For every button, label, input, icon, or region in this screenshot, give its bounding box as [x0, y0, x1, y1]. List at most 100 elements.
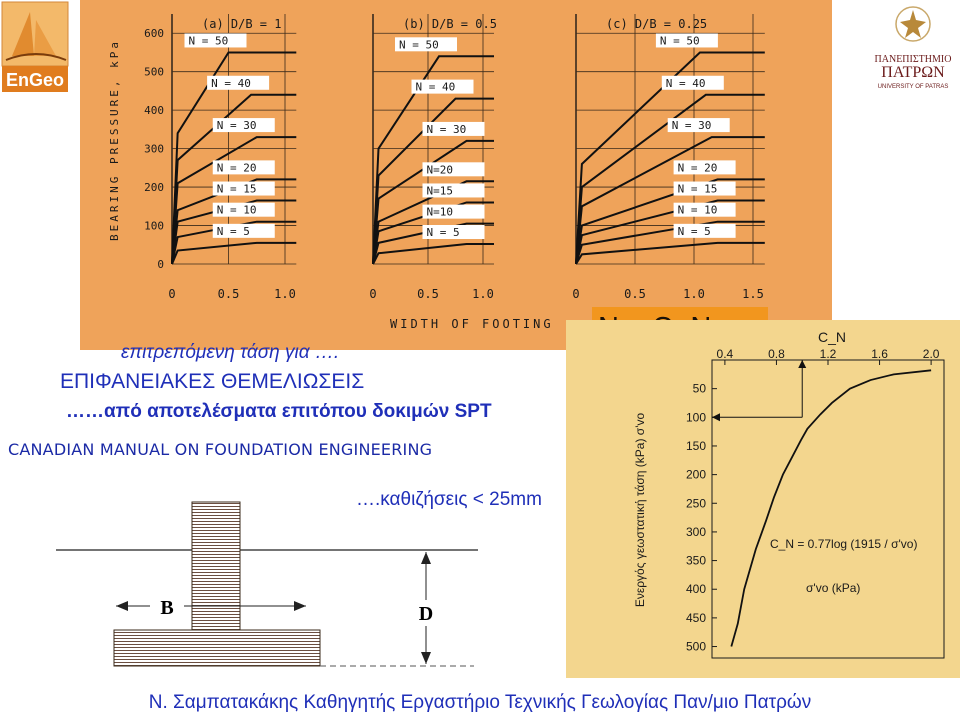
- label-b: B: [160, 597, 173, 619]
- y-tick-label: 500: [686, 640, 706, 654]
- series-label: N = 50: [660, 34, 700, 47]
- series-label: N = 10: [678, 204, 718, 217]
- series-label-bg: [422, 204, 485, 219]
- series-label: N = 20: [217, 161, 257, 174]
- y-tick-label: 100: [686, 410, 706, 424]
- panel-title: (b) D/B = 0.5: [403, 17, 497, 31]
- footer-credit: Ν. Σαμπατακάκης Καθηγητής Εργαστήριο Τεχ…: [148, 692, 812, 713]
- y-tick-label: 50: [693, 382, 707, 396]
- reference-arrow: [712, 413, 720, 422]
- series-label-bg: [667, 118, 730, 133]
- series-label: N = 30: [672, 119, 712, 132]
- series-label-bg: [422, 162, 485, 177]
- series-line: [575, 241, 765, 265]
- series-label: N = 40: [416, 81, 456, 94]
- series-label: N = 30: [217, 119, 257, 132]
- x-tick-label: 0.5: [624, 287, 646, 301]
- series-label: N = 40: [666, 77, 706, 90]
- series-label-bg: [212, 160, 275, 175]
- y-axis-title: Ενεργός γεωστατική τάση (kPa) σ'vo: [633, 413, 647, 608]
- y-tick-label: 400: [686, 582, 706, 596]
- engeo-label: EnGeo: [6, 70, 64, 90]
- series-line: [372, 243, 494, 265]
- series-label-bg: [411, 79, 474, 94]
- series-label-bg: [212, 202, 275, 217]
- series-label: N = 15: [217, 183, 257, 196]
- series-label: N = 15: [678, 183, 718, 196]
- series-label-bg: [207, 75, 270, 90]
- cn-formula-annotation: C_N = 0.77log (1915 / σ'vo): [770, 537, 917, 551]
- footing-diagram: B D: [0, 490, 560, 680]
- series-label: N = 40: [211, 77, 251, 90]
- cn-curve: [730, 369, 932, 647]
- series-label: N = 50: [399, 38, 439, 51]
- series-label-bg: [673, 223, 736, 238]
- y-tick-label: 450: [686, 611, 706, 625]
- x-tick-label: 1.0: [274, 287, 296, 301]
- y-tick-label: 350: [686, 554, 706, 568]
- x-tick-label: 1.2: [820, 347, 837, 361]
- y-tick-label: 300: [144, 143, 164, 156]
- x-tick-label: 0: [572, 287, 579, 301]
- series-line: [575, 136, 765, 265]
- y-tick-label: 100: [144, 220, 164, 233]
- x-tick-label: 2.0: [923, 347, 940, 361]
- series-label-bg: [655, 33, 718, 48]
- series-label-bg: [673, 202, 736, 217]
- logo-line-2: ΠΑΤΡΩΝ: [881, 64, 945, 81]
- series-label-bg: [184, 33, 247, 48]
- plot-frame: [711, 359, 945, 659]
- y-tick-label: 500: [144, 66, 164, 79]
- panel-title: (a) D/B = 1: [202, 17, 281, 31]
- x-tick-label: 1.6: [871, 347, 888, 361]
- series-label: N=20: [427, 163, 454, 176]
- series-label-bg: [212, 223, 275, 238]
- engeo-logo: EnGeo: [0, 0, 72, 94]
- logo-line-1: ΠΑΝΕΠΙΣΤΗΜΙΟ: [875, 54, 952, 65]
- series-label-bg: [673, 160, 736, 175]
- y-tick-label: 300: [686, 525, 706, 539]
- x-tick-label: 1.0: [683, 287, 705, 301]
- x-tick-label: 0.4: [717, 347, 734, 361]
- series-line: [575, 220, 765, 265]
- series-label-bg: [395, 37, 457, 52]
- title-allowable-stress: επιτρεπόμενη τάση για ….: [121, 342, 340, 363]
- series-label: N=15: [427, 184, 454, 197]
- bearing-pressure-chart: BEARING PRESSURE, kPa 0 100 200 300 400 500 600…: [80, 0, 832, 350]
- series-line: [171, 136, 297, 265]
- series-label-bg: [422, 121, 485, 136]
- x-tick-label: 0.5: [218, 287, 240, 301]
- series-label-bg: [673, 181, 736, 196]
- cn-axis-title: C_N: [818, 329, 846, 345]
- series-label-bg: [661, 75, 724, 90]
- x-tick-label: 0.8: [768, 347, 785, 361]
- settlement-limit: ….καθιζήσεις < 25mm: [356, 489, 542, 510]
- y-tick-label: 250: [686, 496, 706, 510]
- sigma-annotation: σ'vo (kPa): [806, 581, 860, 595]
- x-tick-label: 1.0: [472, 287, 494, 301]
- panel-title: (c) D/B = 0.25: [606, 17, 707, 31]
- series-label: N = 5: [678, 225, 711, 238]
- x-tick-label: 0: [168, 287, 175, 301]
- y-tick-label: 600: [144, 27, 164, 40]
- series-label: N = 5: [217, 225, 250, 238]
- series-label: N = 50: [189, 34, 229, 47]
- y-axis-title: BEARING PRESSURE, kPa: [108, 39, 121, 241]
- y-tick-label: 400: [144, 104, 164, 117]
- x-tick-label: 0: [369, 287, 376, 301]
- series-label: N=10: [427, 206, 454, 219]
- series-label-bg: [212, 181, 275, 196]
- y-tick-label: 200: [686, 468, 706, 482]
- series-line: [575, 199, 765, 265]
- title-spt-results: ……από αποτελέσματα επιτόπου δοκιμών SPT: [66, 401, 492, 422]
- reference-arrow: [798, 360, 807, 368]
- title-shallow-foundations: ΕΠΙΦΑΝΕΙΑΚΕΣ ΘΕΜΕΛΙΩΣΕΙΣ: [60, 370, 365, 393]
- label-d: D: [419, 603, 433, 625]
- series-label-bg: [212, 118, 275, 133]
- x-tick-label: 0.5: [417, 287, 439, 301]
- series-label-bg: [422, 225, 485, 239]
- y-tick-label: 150: [686, 439, 706, 453]
- university-of-patras-logo: ΠΑΝΕΠΙΣΤΗΜΙΟ ΠΑΤΡΩΝ UNIVERSITY OF PATRAS: [866, 0, 960, 94]
- series-label-bg: [422, 183, 485, 198]
- reference-canadian-manual: CANADIAN MANUAL ON FOUNDATION ENGINEERIN…: [8, 440, 433, 459]
